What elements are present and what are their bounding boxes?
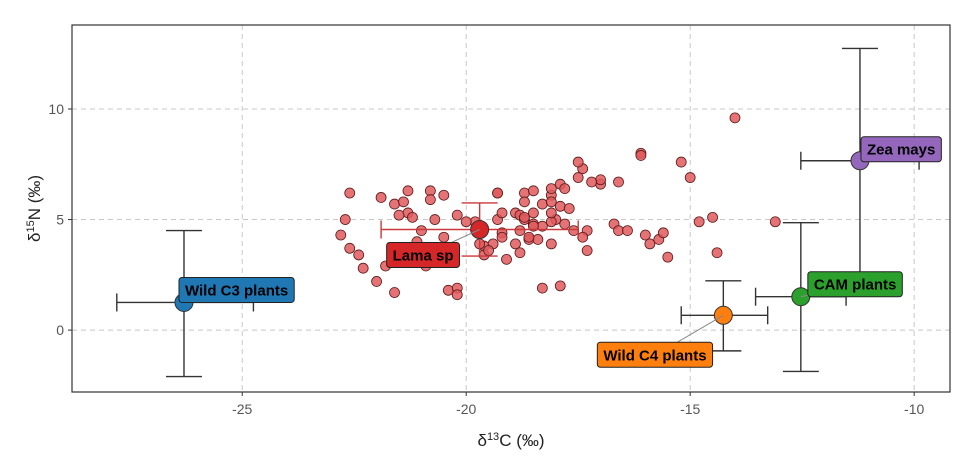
x-axis-title-rest: C (‰) bbox=[499, 431, 544, 450]
data-point bbox=[684, 172, 696, 183]
data-point bbox=[375, 192, 387, 203]
data-point bbox=[536, 282, 548, 294]
data-point bbox=[559, 218, 571, 230]
data-point bbox=[657, 227, 669, 239]
data-point bbox=[545, 183, 557, 195]
data-point bbox=[769, 216, 781, 228]
data-point bbox=[527, 220, 539, 232]
x-axis-title: δ13C (‰) bbox=[477, 431, 544, 450]
data-point bbox=[545, 238, 557, 250]
data-point bbox=[451, 209, 463, 221]
data-point bbox=[429, 214, 441, 225]
data-point bbox=[344, 242, 356, 254]
data-point bbox=[536, 198, 548, 210]
data-point bbox=[483, 245, 495, 256]
y-tick-label: 0 bbox=[56, 322, 64, 338]
y-axis-title-rest: N (‰) bbox=[25, 175, 44, 220]
data-point bbox=[492, 187, 503, 199]
data-point bbox=[496, 231, 508, 243]
data-point bbox=[613, 176, 624, 188]
data-point bbox=[707, 211, 718, 223]
data-point bbox=[339, 214, 351, 225]
data-point bbox=[344, 187, 356, 199]
data-point bbox=[398, 196, 409, 208]
data-point bbox=[357, 262, 369, 274]
data-point bbox=[402, 185, 414, 197]
data-point bbox=[613, 225, 624, 237]
group-label: CAM plants bbox=[814, 277, 897, 294]
data-point bbox=[532, 234, 544, 245]
y-axis-title: δ15N (‰) bbox=[25, 175, 44, 242]
plot-panel bbox=[71, 24, 951, 393]
group-label: Wild C4 plants bbox=[603, 347, 706, 364]
data-point bbox=[545, 196, 557, 208]
x-tick-label: -10 bbox=[904, 401, 924, 417]
data-point bbox=[424, 194, 436, 206]
y-tick-label: 10 bbox=[48, 101, 64, 117]
data-point bbox=[595, 174, 606, 186]
group-label-box bbox=[860, 136, 942, 163]
data-point bbox=[577, 231, 589, 243]
data-point bbox=[438, 231, 450, 243]
group-label-box bbox=[596, 341, 714, 368]
data-point bbox=[416, 225, 427, 237]
data-point bbox=[729, 112, 741, 124]
data-point bbox=[523, 231, 535, 243]
data-point bbox=[389, 198, 400, 210]
data-point bbox=[572, 156, 584, 168]
x-tick-label: -20 bbox=[456, 401, 476, 417]
data-point bbox=[693, 216, 705, 228]
y-axis-title-delta: δ bbox=[25, 233, 44, 242]
group-label: Zea mays bbox=[867, 142, 935, 159]
group-label-box bbox=[807, 271, 903, 298]
data-point bbox=[622, 225, 633, 237]
data-point bbox=[501, 253, 512, 265]
x-axis-title-delta: δ bbox=[477, 431, 486, 450]
data-point bbox=[635, 150, 647, 161]
data-point bbox=[335, 229, 347, 241]
y-axis-title-sup: 15 bbox=[25, 220, 37, 232]
data-point bbox=[581, 245, 593, 256]
data-point bbox=[572, 172, 584, 183]
group-label-box bbox=[386, 242, 461, 269]
data-point bbox=[353, 249, 365, 261]
data-point bbox=[514, 247, 526, 259]
data-point bbox=[407, 211, 418, 223]
data-point bbox=[675, 156, 687, 168]
data-point bbox=[586, 176, 598, 188]
data-point bbox=[639, 229, 651, 241]
data-point bbox=[662, 251, 674, 263]
data-point bbox=[527, 207, 539, 219]
group-label: Lama sp bbox=[393, 248, 454, 265]
data-point bbox=[568, 225, 580, 237]
data-point bbox=[496, 207, 508, 219]
data-point bbox=[563, 203, 575, 214]
data-point bbox=[519, 196, 530, 208]
group-label-box bbox=[178, 276, 295, 303]
y-tick-label: 5 bbox=[56, 212, 64, 228]
data-point bbox=[451, 289, 463, 301]
data-point bbox=[438, 189, 450, 201]
data-point bbox=[389, 287, 400, 298]
data-point bbox=[711, 247, 723, 259]
data-point bbox=[519, 211, 530, 223]
data-point bbox=[559, 183, 571, 195]
data-point bbox=[371, 276, 383, 287]
data-point bbox=[460, 216, 472, 228]
data-point bbox=[510, 238, 521, 250]
data-point bbox=[554, 280, 566, 292]
data-point bbox=[554, 200, 566, 212]
data-point bbox=[644, 238, 656, 250]
data-point bbox=[514, 225, 526, 237]
x-tick-label: -15 bbox=[680, 401, 700, 417]
data-point bbox=[527, 185, 539, 197]
data-point bbox=[545, 207, 557, 219]
group-label: Wild C3 plants bbox=[185, 282, 288, 299]
data-point bbox=[393, 209, 405, 221]
x-axis-title-sup: 13 bbox=[487, 431, 499, 443]
data-point bbox=[442, 284, 454, 296]
x-tick-label: -25 bbox=[232, 401, 252, 417]
